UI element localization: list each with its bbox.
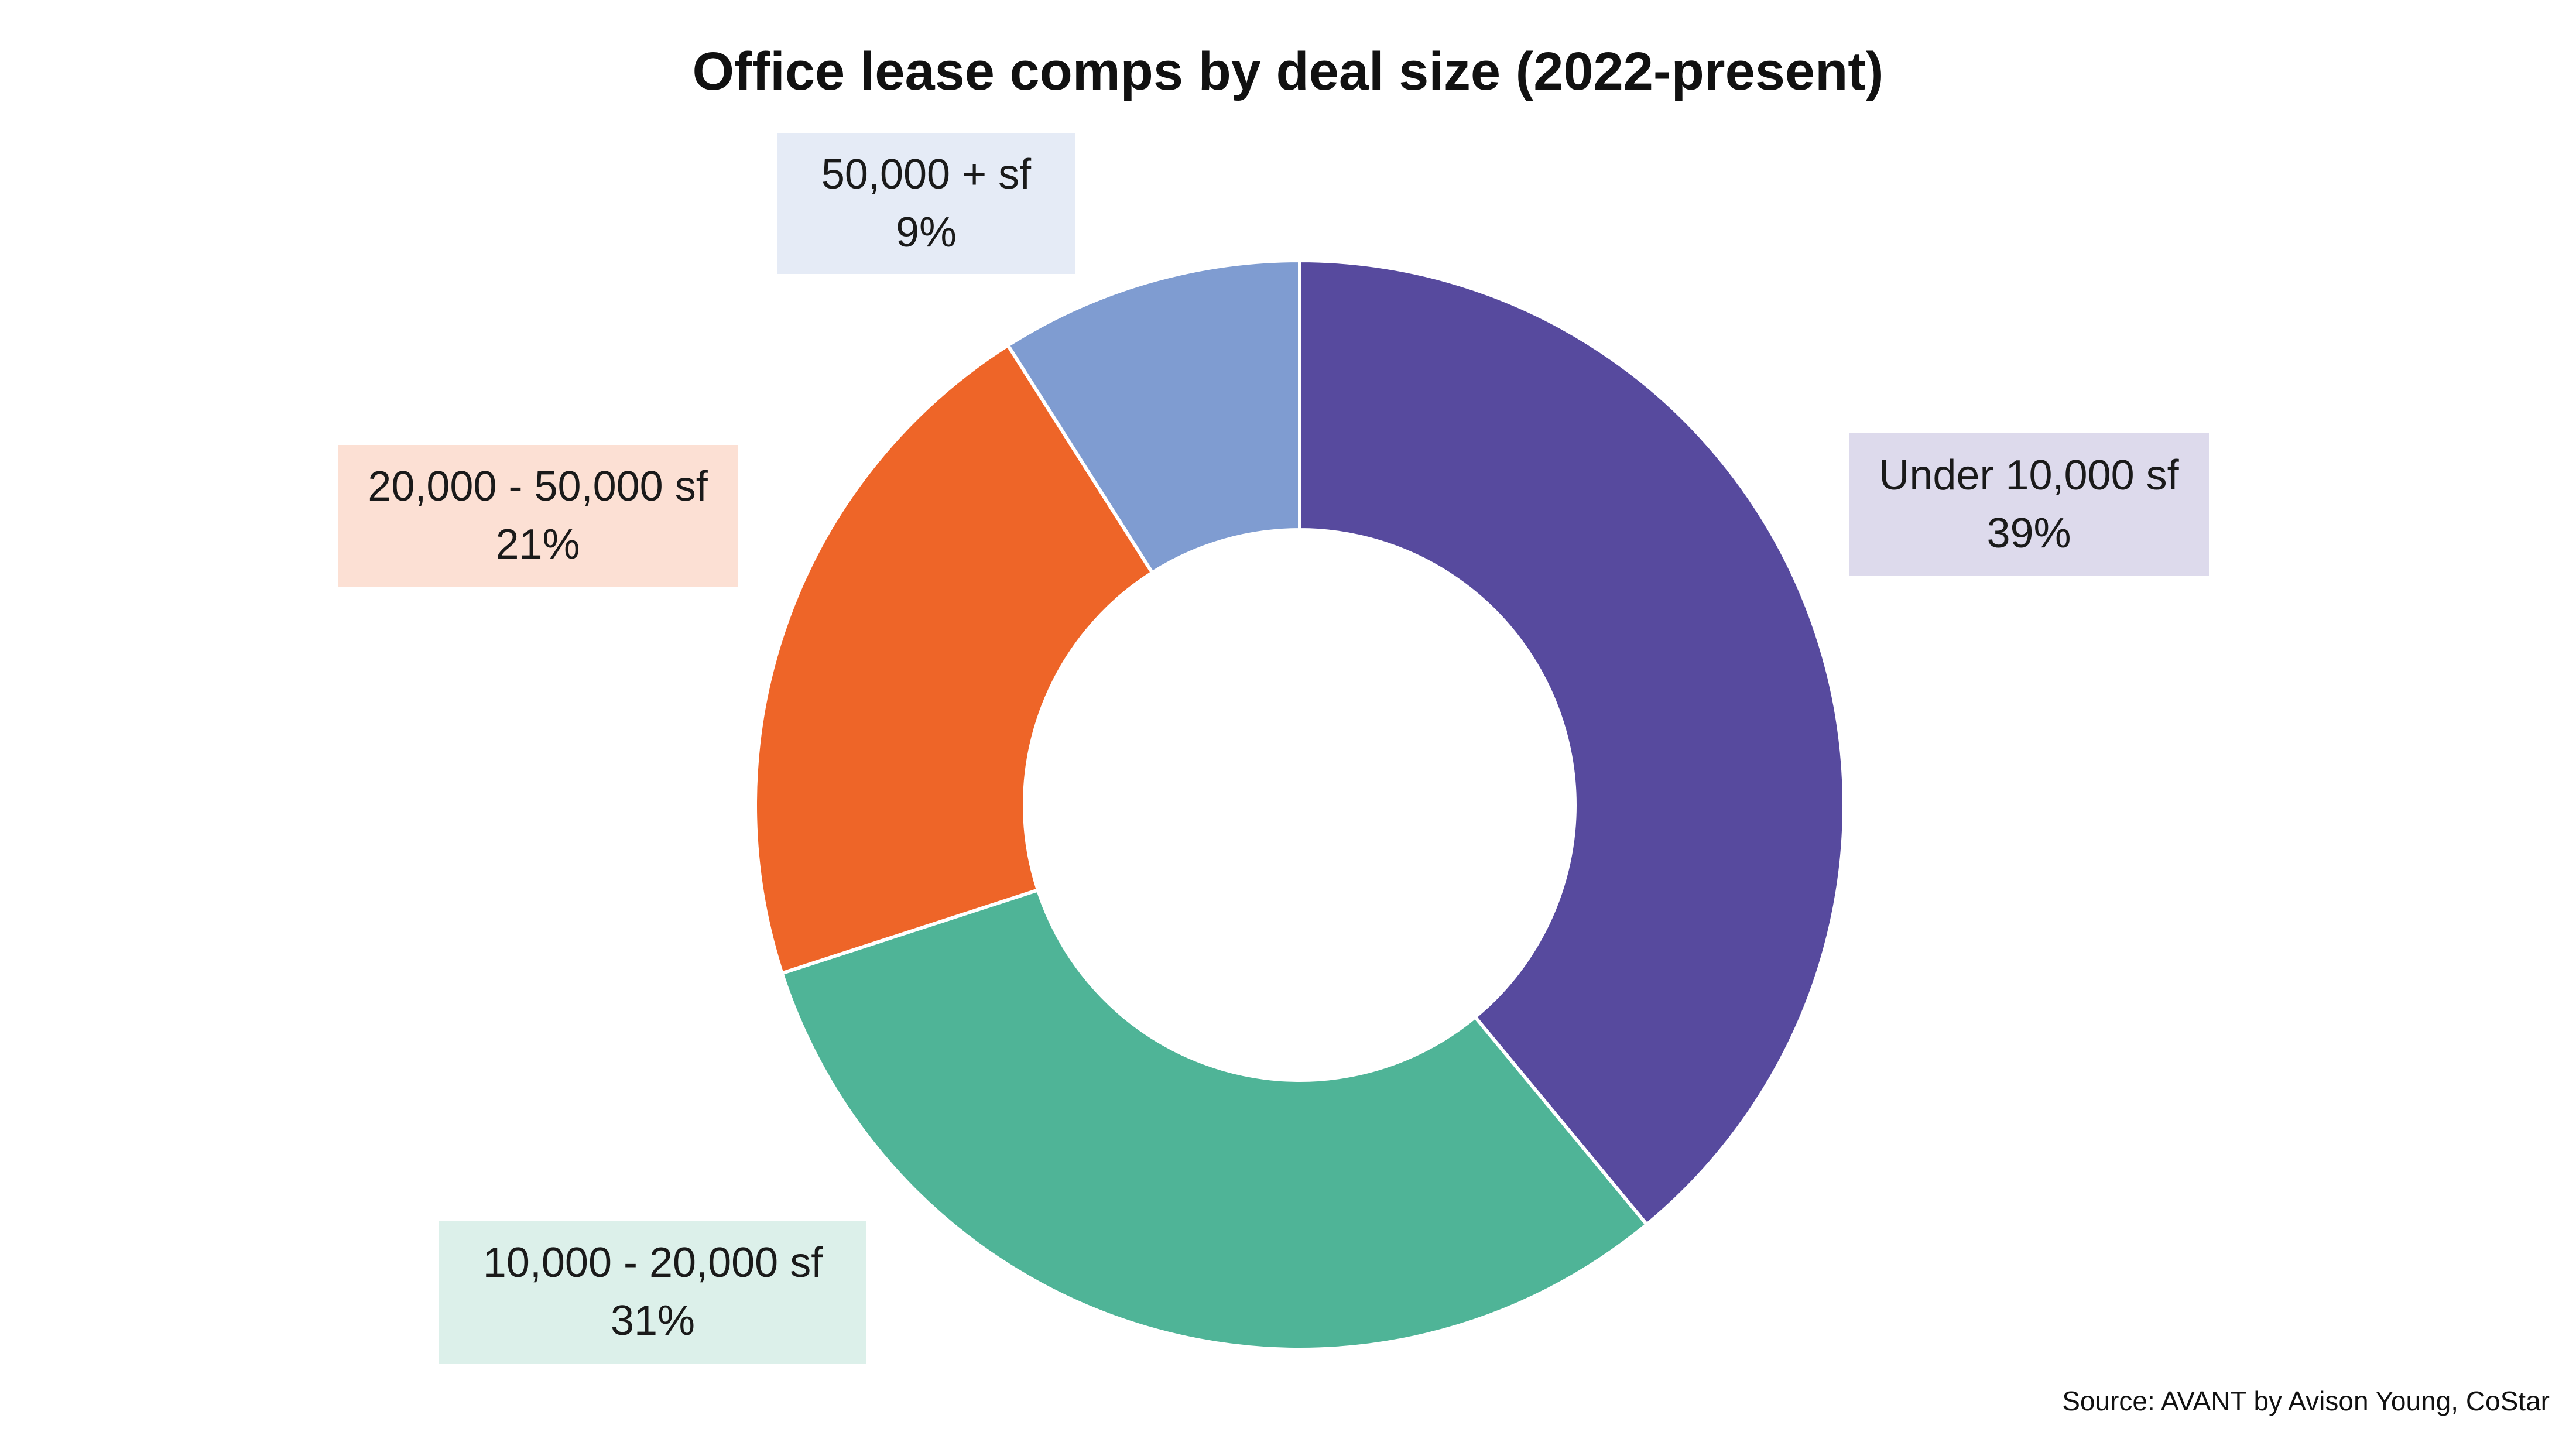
- slice-label-name: 20,000 - 50,000 sf: [368, 463, 708, 510]
- slice-label-value: 9%: [895, 209, 957, 256]
- slice-label-name: Under 10,000 sf: [1879, 451, 2179, 499]
- slice-label-value: 39%: [1986, 510, 2071, 557]
- slice-label-name: 10,000 - 20,000 sf: [482, 1239, 823, 1286]
- slice-label-under-10000: Under 10,000 sf 39%: [1849, 433, 2209, 576]
- slice-label-value: 31%: [610, 1297, 696, 1344]
- slice-label-value: 21%: [495, 521, 580, 568]
- donut-slice-4: [1006, 259, 1301, 575]
- slice-label-20000-50000: 20,000 - 50,000 sf 21%: [338, 445, 738, 587]
- source-note: Source: AVANT by Avison Young, CoStar: [2062, 1386, 2550, 1416]
- slice-label-name: 50,000 + sf: [821, 150, 1032, 198]
- donut-slice-1: [1298, 259, 1846, 1227]
- donut-slice-3: [753, 343, 1155, 975]
- slice-label-10000-20000: 10,000 - 20,000 sf 31%: [439, 1221, 866, 1364]
- donut-slice-2: [780, 888, 1649, 1351]
- chart-title: Office lease comps by deal size (2022-pr…: [692, 42, 1884, 101]
- slice-label-50000-plus: 50,000 + sf 9%: [777, 133, 1075, 274]
